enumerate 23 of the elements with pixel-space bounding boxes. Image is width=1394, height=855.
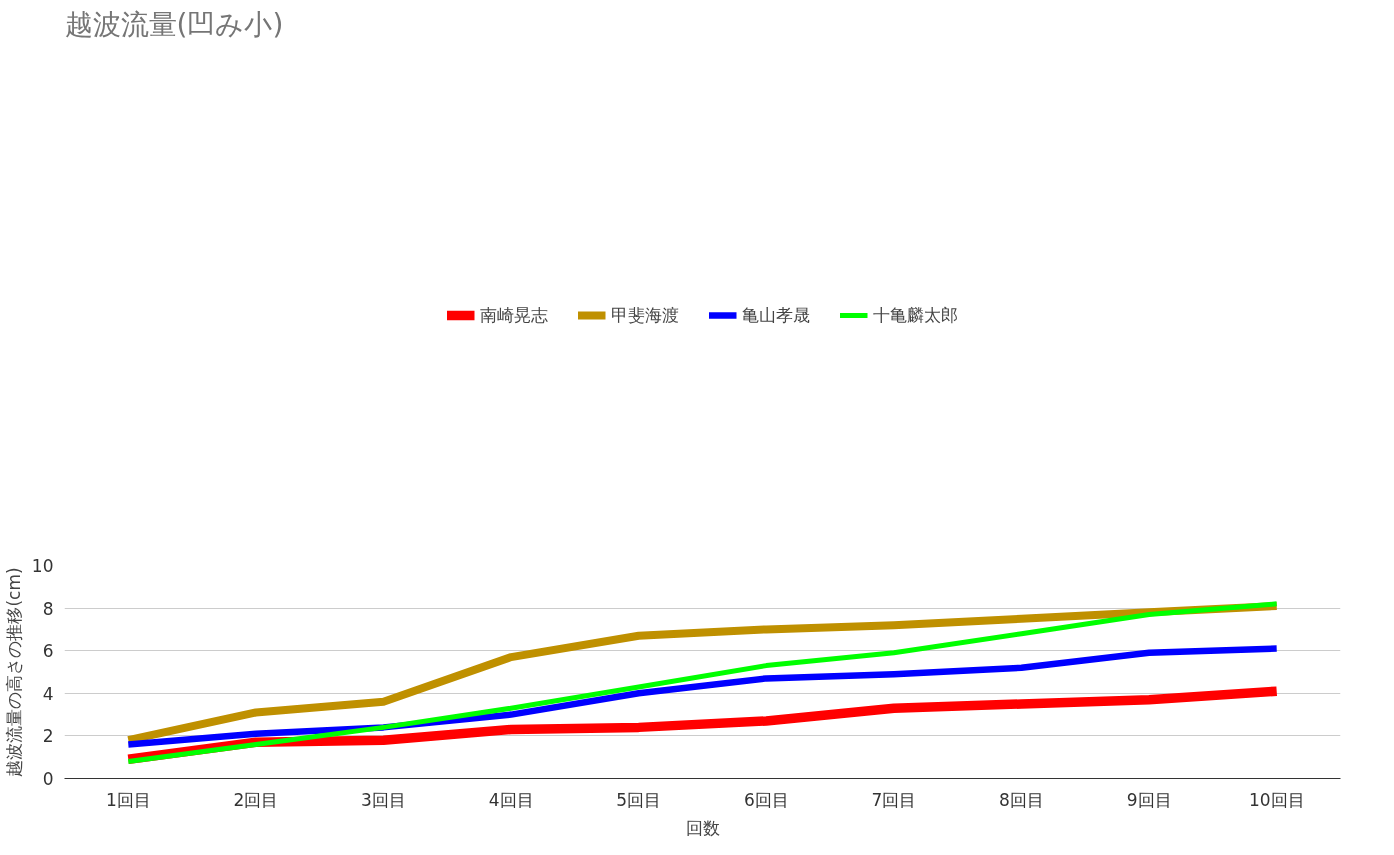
y-tick-label: 0 (42, 769, 54, 789)
legend-label: 南崎晃志 (479, 303, 548, 327)
legend-label: 甲斐海渡 (610, 303, 679, 327)
y-tick-label: 10 (31, 556, 54, 576)
y-tick-label: 8 (42, 598, 54, 619)
x-tick-label: 7回目 (871, 789, 917, 810)
y-tick-label: 4 (42, 683, 54, 704)
x-axis-title: 回数 (685, 817, 720, 838)
y-tick-label: 6 (42, 641, 54, 662)
y-axis-title: 越波流量の高さの推移(cm) (3, 567, 24, 777)
x-tick-label: 1回目 (105, 789, 151, 810)
x-tick-label: 6回目 (743, 789, 789, 810)
legend-label: 亀山孝晟 (741, 303, 810, 327)
y-tick-label: 2 (42, 726, 54, 747)
x-tick-label: 4回目 (488, 789, 534, 810)
x-tick-label: 10回目 (1248, 789, 1305, 810)
chart-title: 越波流量(凹み小) (64, 7, 284, 41)
legend-label: 十亀麟太郎 (872, 303, 958, 327)
x-tick-label: 9回目 (1126, 789, 1172, 810)
x-tick-label: 3回目 (361, 789, 406, 810)
x-tick-label: 8回目 (999, 789, 1044, 810)
x-tick-label: 5回目 (616, 789, 662, 810)
x-tick-label: 2回目 (233, 789, 279, 810)
